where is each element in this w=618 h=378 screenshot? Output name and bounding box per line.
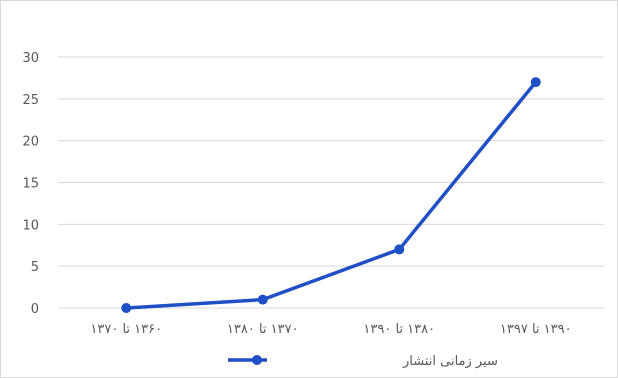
x-tick-label: ۱۳۶۰ تا ۱۳۷۰ bbox=[90, 322, 162, 337]
x-axis-tick-labels: ۱۳۶۰ تا ۱۳۷۰ ۱۳۷۰ تا ۱۳۸۰ ۱۳۸۰ تا ۱۳۹۰ ۱۳۹۰… bbox=[90, 322, 571, 337]
y-tick-label: 25 bbox=[22, 93, 39, 108]
legend-point-marker bbox=[252, 355, 262, 365]
legend-label: سیر زمانی انتشار bbox=[402, 354, 498, 369]
data-point bbox=[530, 77, 541, 88]
x-tick-label: ۱۳۷۰ تا ۱۳۸۰ bbox=[227, 322, 299, 337]
legend: سیر زمانی انتشار bbox=[228, 354, 498, 369]
gridlines bbox=[58, 56, 604, 309]
y-axis-tick-labels: 0 5 10 15 20 25 30 bbox=[22, 51, 39, 317]
data-point bbox=[394, 244, 405, 255]
y-tick-label: 5 bbox=[31, 260, 39, 275]
data-point bbox=[121, 303, 132, 313]
series-line bbox=[124, 80, 538, 310]
y-tick-label: 20 bbox=[22, 135, 39, 150]
series-layer bbox=[121, 77, 541, 313]
y-tick-label: 10 bbox=[22, 218, 39, 233]
y-tick-label: 30 bbox=[22, 51, 39, 66]
legend-entry: سیر زمانی انتشار bbox=[228, 354, 498, 369]
y-tick-label: 0 bbox=[31, 302, 39, 317]
data-point bbox=[257, 294, 268, 305]
y-tick-label: 15 bbox=[22, 177, 39, 192]
x-tick-label: ۱۳۹۰ تا ۱۳۹۷ bbox=[500, 322, 572, 337]
x-tick-label: ۱۳۸۰ تا ۱۳۹۰ bbox=[363, 322, 435, 337]
